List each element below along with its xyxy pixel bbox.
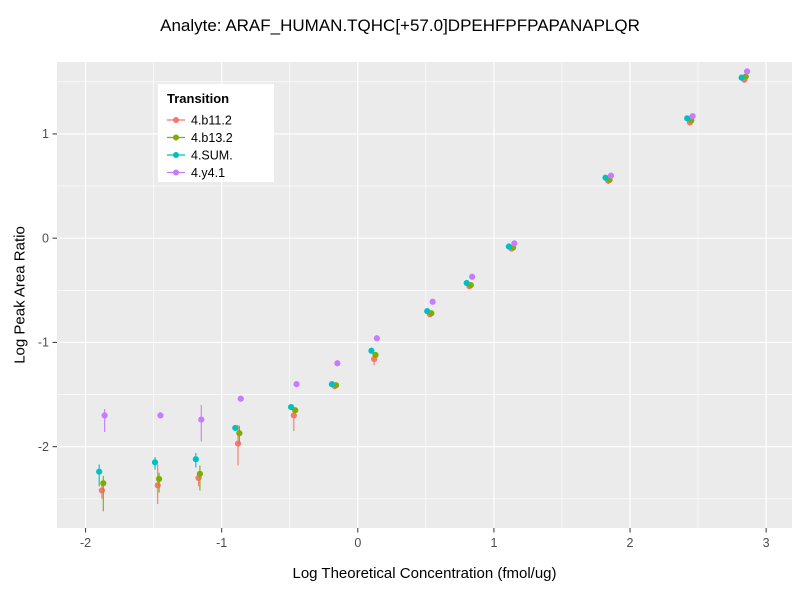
legend-background xyxy=(158,84,274,182)
x-tick-label: 0 xyxy=(354,536,361,550)
legend-key-point xyxy=(173,117,179,123)
legend-item-label: 4.b13.2 xyxy=(191,131,233,145)
data-point xyxy=(368,347,375,354)
data-point xyxy=(154,482,161,489)
y-tick-label: 1 xyxy=(42,127,49,141)
data-point xyxy=(743,68,751,75)
data-point xyxy=(738,74,745,81)
legend-item-label: 4.b11.2 xyxy=(191,113,232,127)
data-point xyxy=(328,381,336,388)
data-point xyxy=(429,298,436,305)
legend-item-label: 4.y4.1 xyxy=(191,166,225,180)
data-point xyxy=(463,279,470,287)
series-4.SUM. xyxy=(96,74,745,487)
chart-title: Analyte: ARAF_HUMAN.TQHC[+57.0]DPEHFPFPA… xyxy=(160,16,640,35)
data-point xyxy=(290,412,297,419)
data-point xyxy=(607,172,615,179)
data-point xyxy=(155,475,163,483)
legend-item-label: 4.SUM. xyxy=(191,148,233,162)
series-4.y4.1 xyxy=(101,68,751,442)
data-point xyxy=(334,360,341,367)
data-point xyxy=(192,456,199,463)
x-tick-label: -1 xyxy=(216,536,227,550)
y-tick-label: -2 xyxy=(38,440,49,454)
legend-key-point xyxy=(173,152,179,158)
data-point xyxy=(157,412,164,419)
data-point xyxy=(100,480,107,487)
data-point xyxy=(602,174,609,181)
data-point xyxy=(198,416,205,423)
y-tick-label: 0 xyxy=(42,231,49,245)
data-point xyxy=(469,273,476,280)
data-point xyxy=(511,240,518,247)
x-tick-label: 3 xyxy=(763,536,770,550)
legend-title: Transition xyxy=(167,91,229,106)
data-point xyxy=(684,115,691,122)
data-point xyxy=(151,459,159,466)
x-tick-label: 1 xyxy=(490,536,497,550)
data-point xyxy=(288,403,295,411)
legend-key-point xyxy=(173,134,179,141)
legend: Transition 4.b11.2 4.b13.2 4.SUM. 4.y4.1 xyxy=(158,84,274,182)
data-point xyxy=(236,430,243,437)
x-tick-label: -2 xyxy=(80,536,91,550)
data-point xyxy=(237,395,244,402)
data-point xyxy=(373,335,380,342)
x-axis-title: Log Theoretical Concentration (fmol/ug) xyxy=(292,565,557,582)
data-point xyxy=(196,470,204,477)
data-point xyxy=(689,113,696,120)
y-tick-label: -1 xyxy=(38,336,49,350)
data-point xyxy=(372,351,379,359)
data-point xyxy=(505,243,512,250)
data-point xyxy=(101,412,108,419)
data-point xyxy=(96,468,103,475)
data-point xyxy=(98,487,106,494)
legend-key-point xyxy=(173,169,179,176)
data-point xyxy=(424,308,431,315)
x-tick-label: 2 xyxy=(627,536,634,550)
data-point xyxy=(232,424,239,432)
data-point xyxy=(234,440,242,447)
y-axis-title: Log Peak Area Ratio xyxy=(11,226,29,364)
data-point xyxy=(293,381,300,388)
